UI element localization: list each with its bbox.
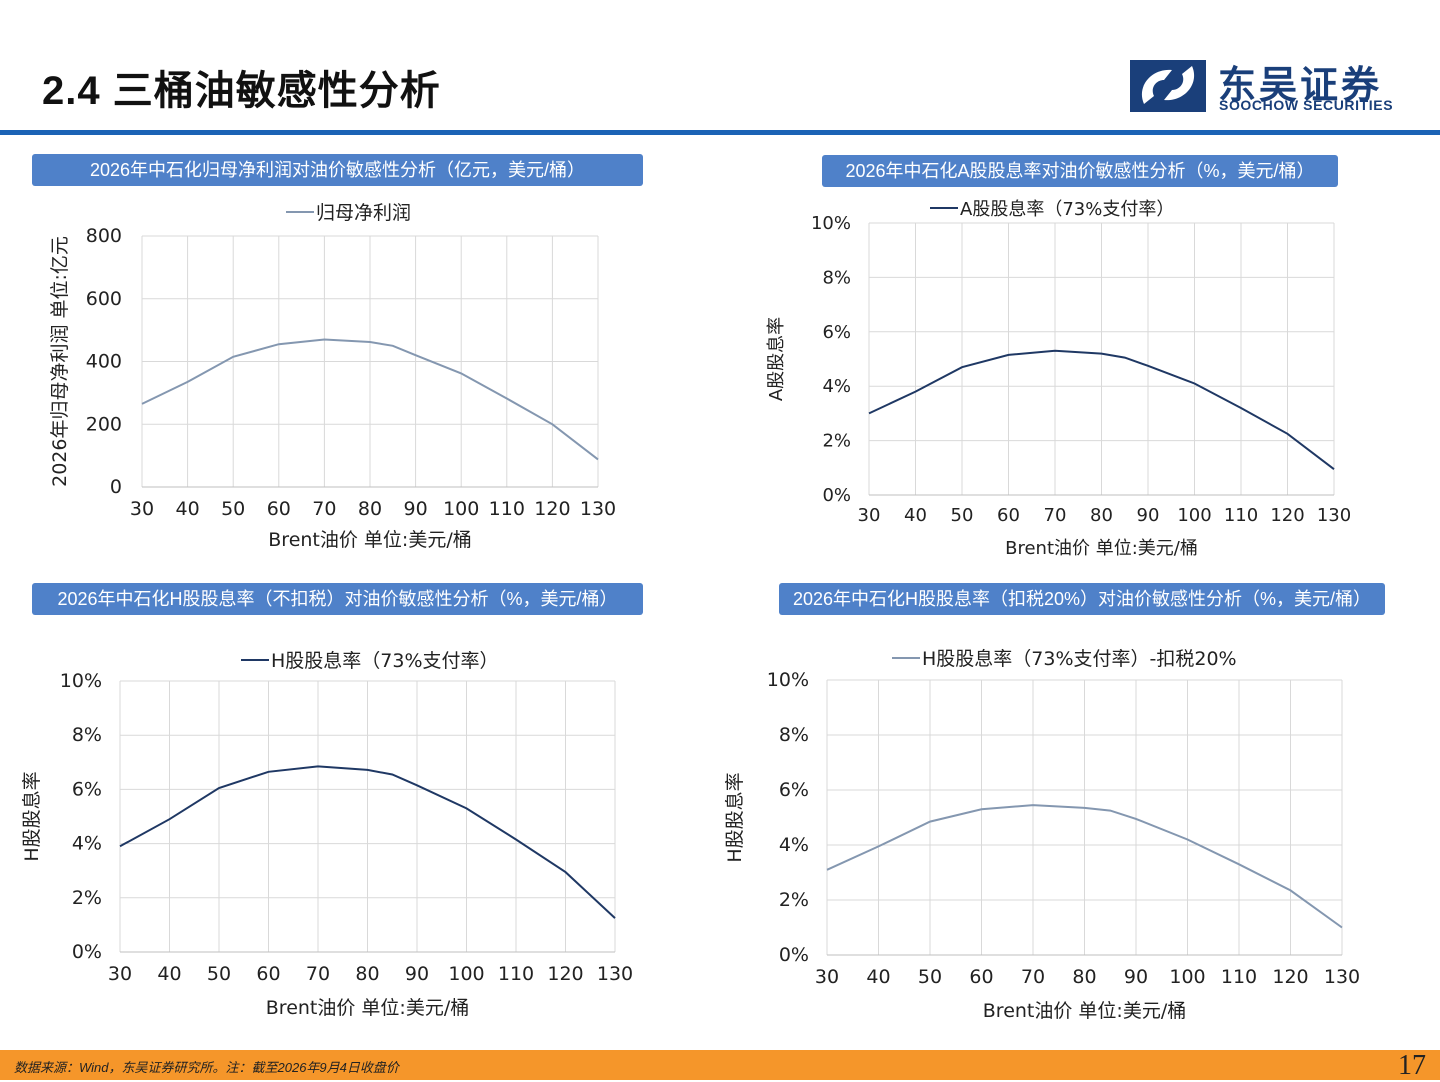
x-tick-label: 100 [1169, 966, 1205, 988]
x-tick-label: 110 [1221, 966, 1257, 988]
x-tick-label: 120 [1272, 966, 1308, 988]
y-tick-label: 10% [767, 669, 809, 691]
x-tick-label: 60 [969, 966, 993, 988]
footer-bar: 数据来源：Wind，东吴证券研究所。注：截至2026年9月4日收盘价 17 [0, 1050, 1440, 1080]
x-tick-label: 80 [1072, 966, 1096, 988]
y-tick-label: 8% [779, 724, 809, 746]
y-tick-label: 0% [779, 944, 809, 966]
x-tick-label: 90 [1124, 966, 1148, 988]
y-tick-label: 6% [779, 779, 809, 801]
y-tick-label: 2% [779, 889, 809, 911]
x-tick-label: 130 [1324, 966, 1360, 988]
page-number: 17 [1398, 1050, 1426, 1082]
x-tick-label: 30 [815, 966, 839, 988]
x-axis-label: Brent油价 单位:美元/桶 [983, 1000, 1186, 1022]
x-tick-label: 40 [866, 966, 890, 988]
footer-source-note: 数据来源：Wind，东吴证券研究所。注：截至2026年9月4日收盘价 [14, 1057, 399, 1076]
x-tick-label: 50 [918, 966, 942, 988]
legend-label: H股股息率（73%支付率）-扣税20% [922, 648, 1237, 670]
y-tick-label: 4% [779, 834, 809, 856]
y-axis-label: H股股息率 [724, 772, 746, 862]
x-tick-label: 70 [1021, 966, 1045, 988]
